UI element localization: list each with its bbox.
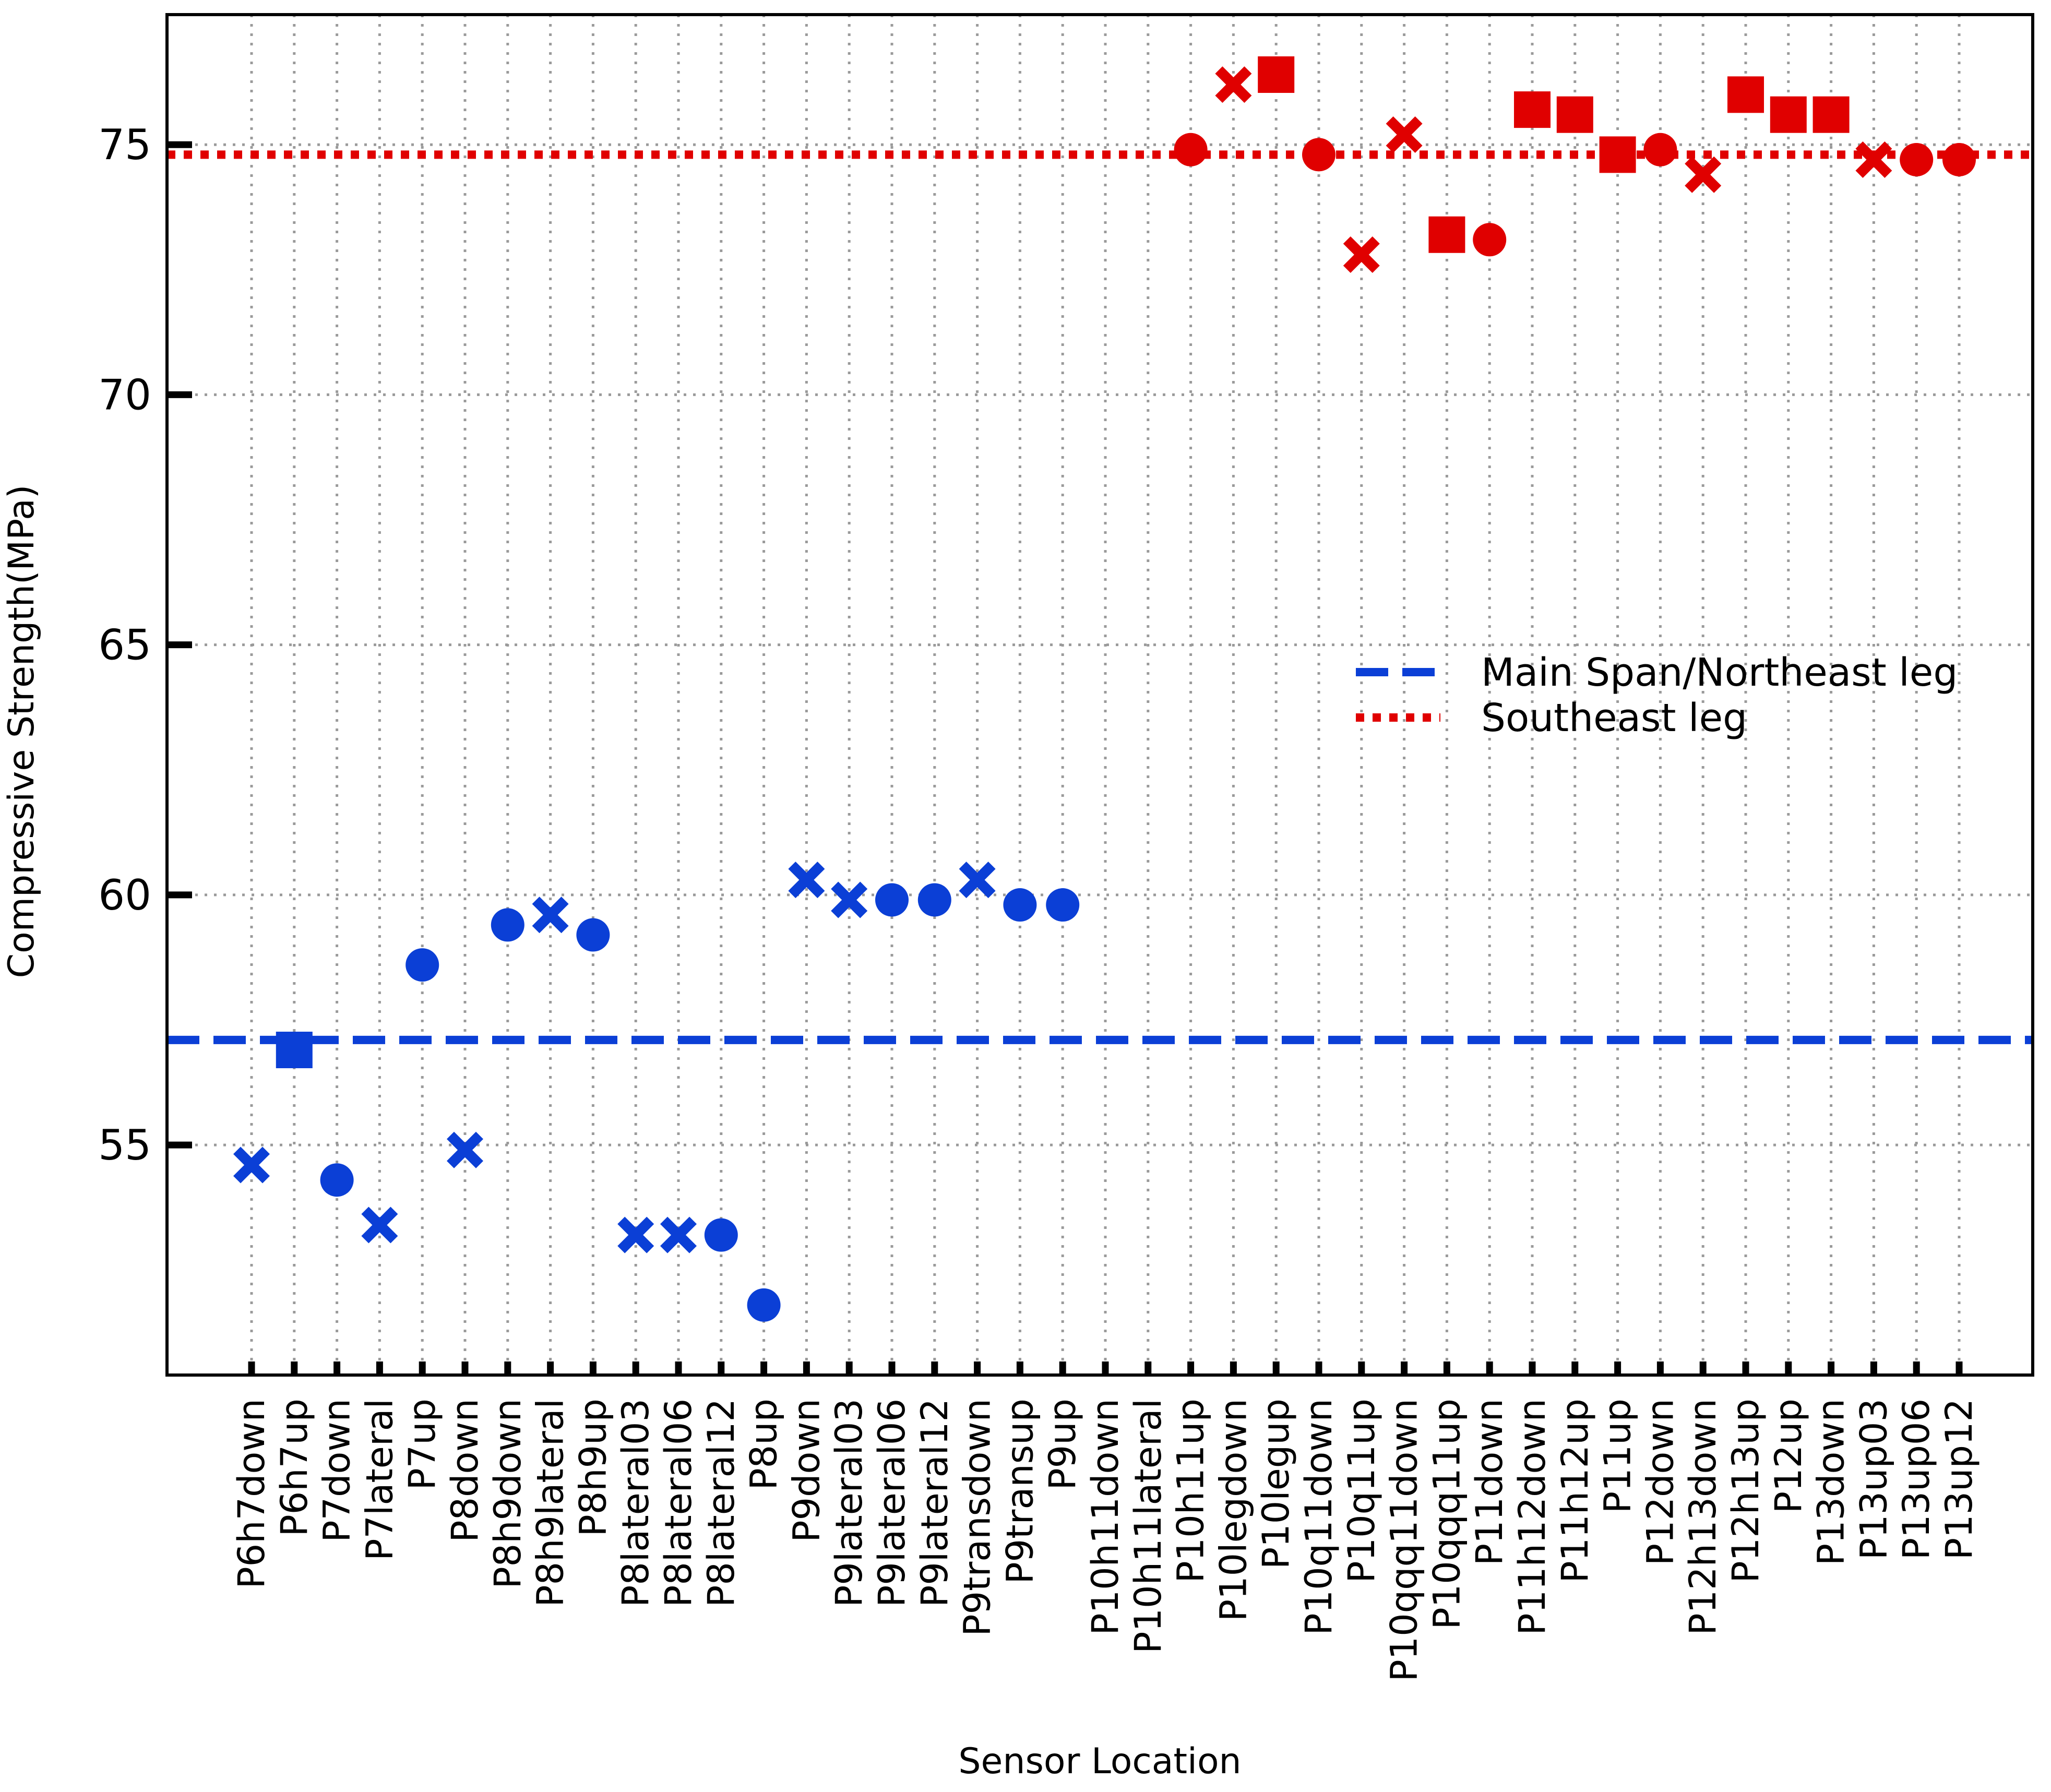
y-tick-label: 75 [98,121,151,169]
x-tick-label: P7down [316,1399,359,1543]
data-point-circle [1942,142,1976,176]
y-axis-title: Compressive Strength(MPa) [1,485,42,978]
data-point-x [233,1146,270,1184]
data-point-square [1770,96,1807,133]
x-tick-label: P7up [401,1399,444,1490]
legend-label-southeast-leg: Southeast leg [1481,696,1747,740]
data-point-x [831,881,868,918]
x-tick-label: P8down [444,1399,486,1543]
data-point-circle [1473,223,1507,257]
x-tick-label: P10h11up [1170,1399,1212,1583]
data-point-circle [576,918,610,952]
data-point-square [1514,91,1551,128]
x-tick-label: P9lateral06 [871,1399,913,1607]
x-tick-label: P12down [1639,1399,1682,1566]
x-tick-label: P9up [1041,1399,1084,1490]
data-point-circle [1174,133,1208,166]
x-tick-label: P8h9lateral [529,1399,572,1607]
data-point-square [1556,96,1593,133]
y-tick-label: 65 [98,621,151,670]
x-tick-label: P12up [1767,1399,1810,1513]
data-point-square [1258,56,1295,93]
x-tick-label: P8up [743,1399,785,1490]
data-point-x [361,1206,398,1244]
x-tick-label: P8lateral06 [657,1399,700,1607]
x-tick-label: P8h9up [571,1399,614,1536]
data-point-square [1599,136,1636,173]
x-tick-label: P10h11lateral [1127,1399,1170,1654]
data-point-circle [1302,138,1335,172]
x-tick-label: P10h11down [1084,1399,1127,1635]
x-tick-label: P11up [1596,1399,1639,1513]
x-tick-label: P10qqq11down [1383,1399,1426,1682]
x-tick-label: P13up12 [1938,1399,1981,1560]
data-point-circle [320,1163,354,1197]
legend-label-main-span: Main Span/Northeast leg [1481,650,1958,695]
data-point-square [1727,76,1764,113]
x-tick-label: P6h7up [273,1399,316,1536]
x-tick-label: P8lateral12 [700,1399,743,1607]
x-tick-label: P7lateral [358,1399,401,1561]
data-point-x [959,862,996,899]
x-tick-label: P10legup [1255,1399,1297,1569]
plot-frame [165,13,2034,1377]
x-tick-label: P6h7down [230,1399,273,1589]
x-tick-label: P9lateral12 [913,1399,956,1607]
x-tick-label: P8h9down [486,1399,529,1589]
data-point-square [1812,96,1850,133]
x-tick-label: P12h13down [1682,1399,1724,1635]
x-tick-label: P9transup [998,1399,1041,1584]
data-point-circle [1003,888,1037,922]
data-point-x [447,1131,483,1168]
data-point-x [1386,116,1423,153]
data-point-x [660,1216,697,1253]
legend: Main Span/Northeast leg Southeast leg [1356,650,1958,740]
x-tick-label: P13down [1810,1399,1853,1566]
data-point-circle [1046,888,1080,922]
x-tick-label: P13up03 [1852,1399,1895,1560]
y-tick-label: 55 [98,1121,151,1169]
ticks-layer [167,141,1963,1375]
y-tick-labels: 55 60 65 70 75 [98,121,151,1169]
x-tick-label: P11h12down [1511,1399,1554,1635]
x-tick-label: P10q11down [1297,1399,1340,1635]
data-point-x [1215,66,1252,103]
x-tick-label: P13up06 [1895,1399,1938,1560]
x-tick-label: P12h13up [1724,1399,1767,1583]
x-tick-label: P11down [1468,1399,1511,1566]
data-point-x [1855,141,1892,178]
data-point-circle [917,883,951,917]
x-tick-label: P10qqq11up [1425,1399,1468,1629]
x-tick-label: P9lateral03 [828,1399,871,1607]
y-tick-label: 60 [98,871,151,919]
data-point-x [1685,156,1722,193]
data-point-x [532,897,569,934]
x-tick-label: P10q11up [1340,1399,1383,1583]
data-point-circle [747,1288,781,1322]
x-tick-label: P9down [785,1399,828,1543]
x-tick-label: P8lateral03 [614,1399,657,1607]
data-point-square [1428,216,1465,253]
y-tick-label: 70 [98,371,151,419]
data-point-x [788,862,825,899]
data-point-circle [406,948,439,982]
data-point-circle [875,883,909,917]
data-point-x [1343,236,1380,273]
data-point-circle [704,1218,738,1252]
data-point-circle [491,908,524,942]
data-point-x [617,1216,654,1253]
grid-layer [167,15,2033,1375]
data-point-circle [1643,133,1677,166]
x-tick-labels: P6h7down P6h7up P7down P7lateral P7up P8down P… [230,1399,1981,1682]
data-points [233,56,1976,1322]
x-axis-title: Sensor Location [958,1741,1241,1782]
data-point-square [276,1032,313,1069]
x-tick-label: P10legdown [1212,1399,1255,1621]
reference-lines [167,150,2033,1044]
x-tick-label: P9transdown [956,1399,999,1636]
data-point-circle [1900,142,1934,176]
x-tick-label: P11h12up [1554,1399,1596,1583]
